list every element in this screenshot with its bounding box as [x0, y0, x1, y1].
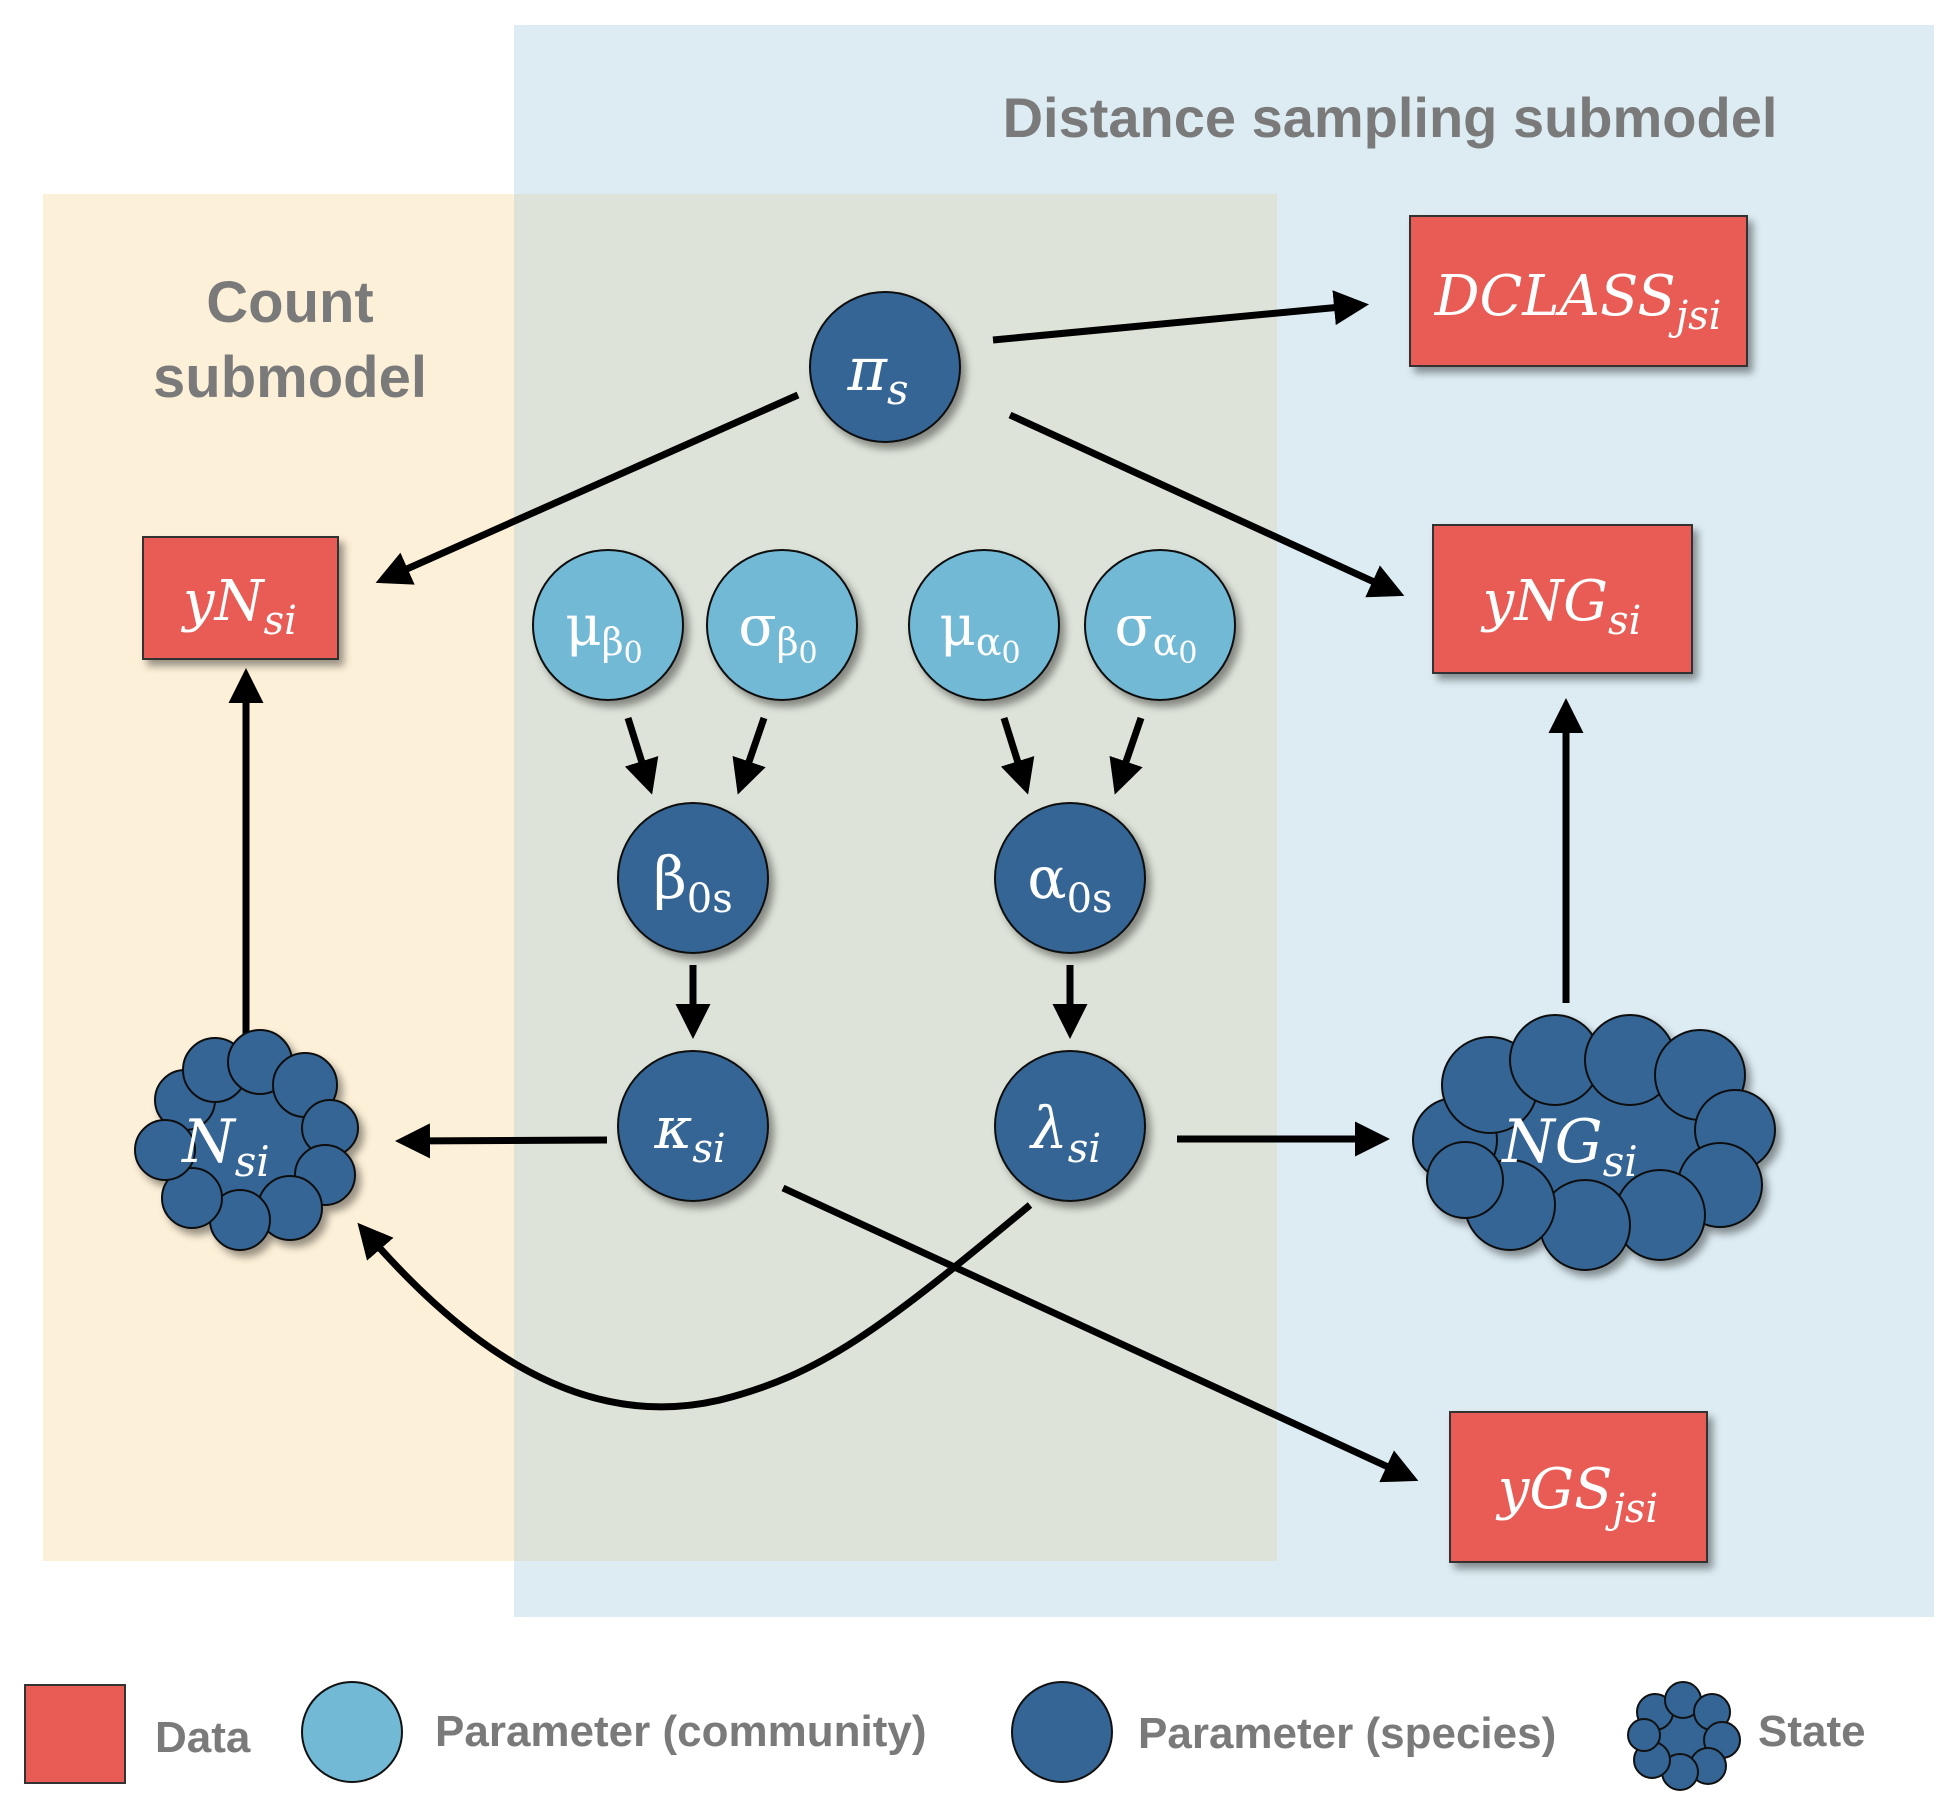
svg-text:DCLASSjsi: DCLASSjsi: [1434, 264, 1722, 339]
data-box-ygs: yGSjsi: [1449, 1411, 1708, 1563]
node-alpha0: α0s: [994, 802, 1146, 954]
svg-text:yGSjsi: yGSjsi: [1495, 1457, 1658, 1532]
edge-sigmaalpha-alpha: [1109, 716, 1145, 795]
svg-text:πs: πs: [847, 335, 909, 414]
svg-text:yNGsi: yNGsi: [1480, 569, 1642, 644]
node-beta0: β0s: [617, 802, 769, 954]
edge-kappa-n: [395, 1123, 608, 1159]
node-mu-alpha: μα0: [908, 549, 1060, 701]
svg-text:σβ0: σβ0: [738, 594, 817, 671]
state-n: Nsi: [134, 1029, 359, 1251]
svg-text:λsi: λsi: [1029, 1094, 1101, 1172]
data-box-yn: yNsi: [142, 536, 339, 660]
distance-region-label: Distance sampling submodel: [1003, 86, 1778, 149]
edge-mualpha-alpha: [1000, 716, 1035, 795]
legend: Data Parameter (community) Parameter (sp…: [24, 1681, 1866, 1791]
svg-text:NGsi: NGsi: [1500, 1107, 1637, 1186]
count-region-label-line1: Count: [206, 270, 374, 335]
legend-parameter-species-label: Parameter (species): [1138, 1709, 1556, 1758]
edges: [228, 290, 1584, 1483]
edge-pi-yng: [1008, 411, 1405, 598]
svg-text:μα0: μα0: [939, 594, 1020, 671]
node-sigma-alpha: σα0: [1084, 549, 1236, 701]
edge-lambda-n: [357, 1202, 1033, 1411]
count-region-label-line2: submodel: [153, 345, 427, 410]
svg-text:μβ0: μβ0: [565, 594, 642, 671]
legend-state: State: [1627, 1681, 1866, 1791]
legend-state-icon: [1627, 1681, 1741, 1791]
edge-sigmabeta-beta: [732, 716, 768, 795]
legend-parameter-community-label: Parameter (community): [435, 1707, 926, 1756]
legend-data: Data: [24, 1684, 251, 1784]
node-sigma-beta: σβ0: [706, 549, 858, 701]
svg-text:β0s: β0s: [653, 844, 733, 922]
state-ng: NGsi: [1412, 1014, 1776, 1271]
legend-state-label: State: [1758, 1707, 1866, 1756]
svg-text:yNsi: yNsi: [180, 569, 297, 644]
svg-text:σα0: σα0: [1115, 594, 1198, 671]
node-mu-beta: μβ0: [532, 549, 684, 701]
svg-text:Nsi: Nsi: [180, 1107, 270, 1186]
node-kappa: κsi: [617, 1050, 769, 1202]
legend-parameter-community: Parameter (community): [301, 1681, 926, 1783]
data-box-dclass: DCLASSjsi: [1409, 215, 1748, 367]
svg-text:α0s: α0s: [1027, 844, 1112, 922]
edge-pi-yn: [375, 391, 800, 585]
data-box-yng: yNGsi: [1432, 524, 1693, 674]
node-pi: πs: [809, 291, 961, 443]
legend-data-label: Data: [155, 1713, 251, 1762]
count-region: [43, 194, 514, 1561]
node-lambda: λsi: [994, 1050, 1146, 1202]
legend-parameter-species: Parameter (species): [1011, 1681, 1556, 1783]
edge-pi-dclass: [992, 290, 1369, 344]
svg-text:κsi: κsi: [653, 1094, 725, 1172]
edge-mubeta-beta: [624, 716, 659, 795]
edge-kappa-ygs: [781, 1184, 1419, 1483]
